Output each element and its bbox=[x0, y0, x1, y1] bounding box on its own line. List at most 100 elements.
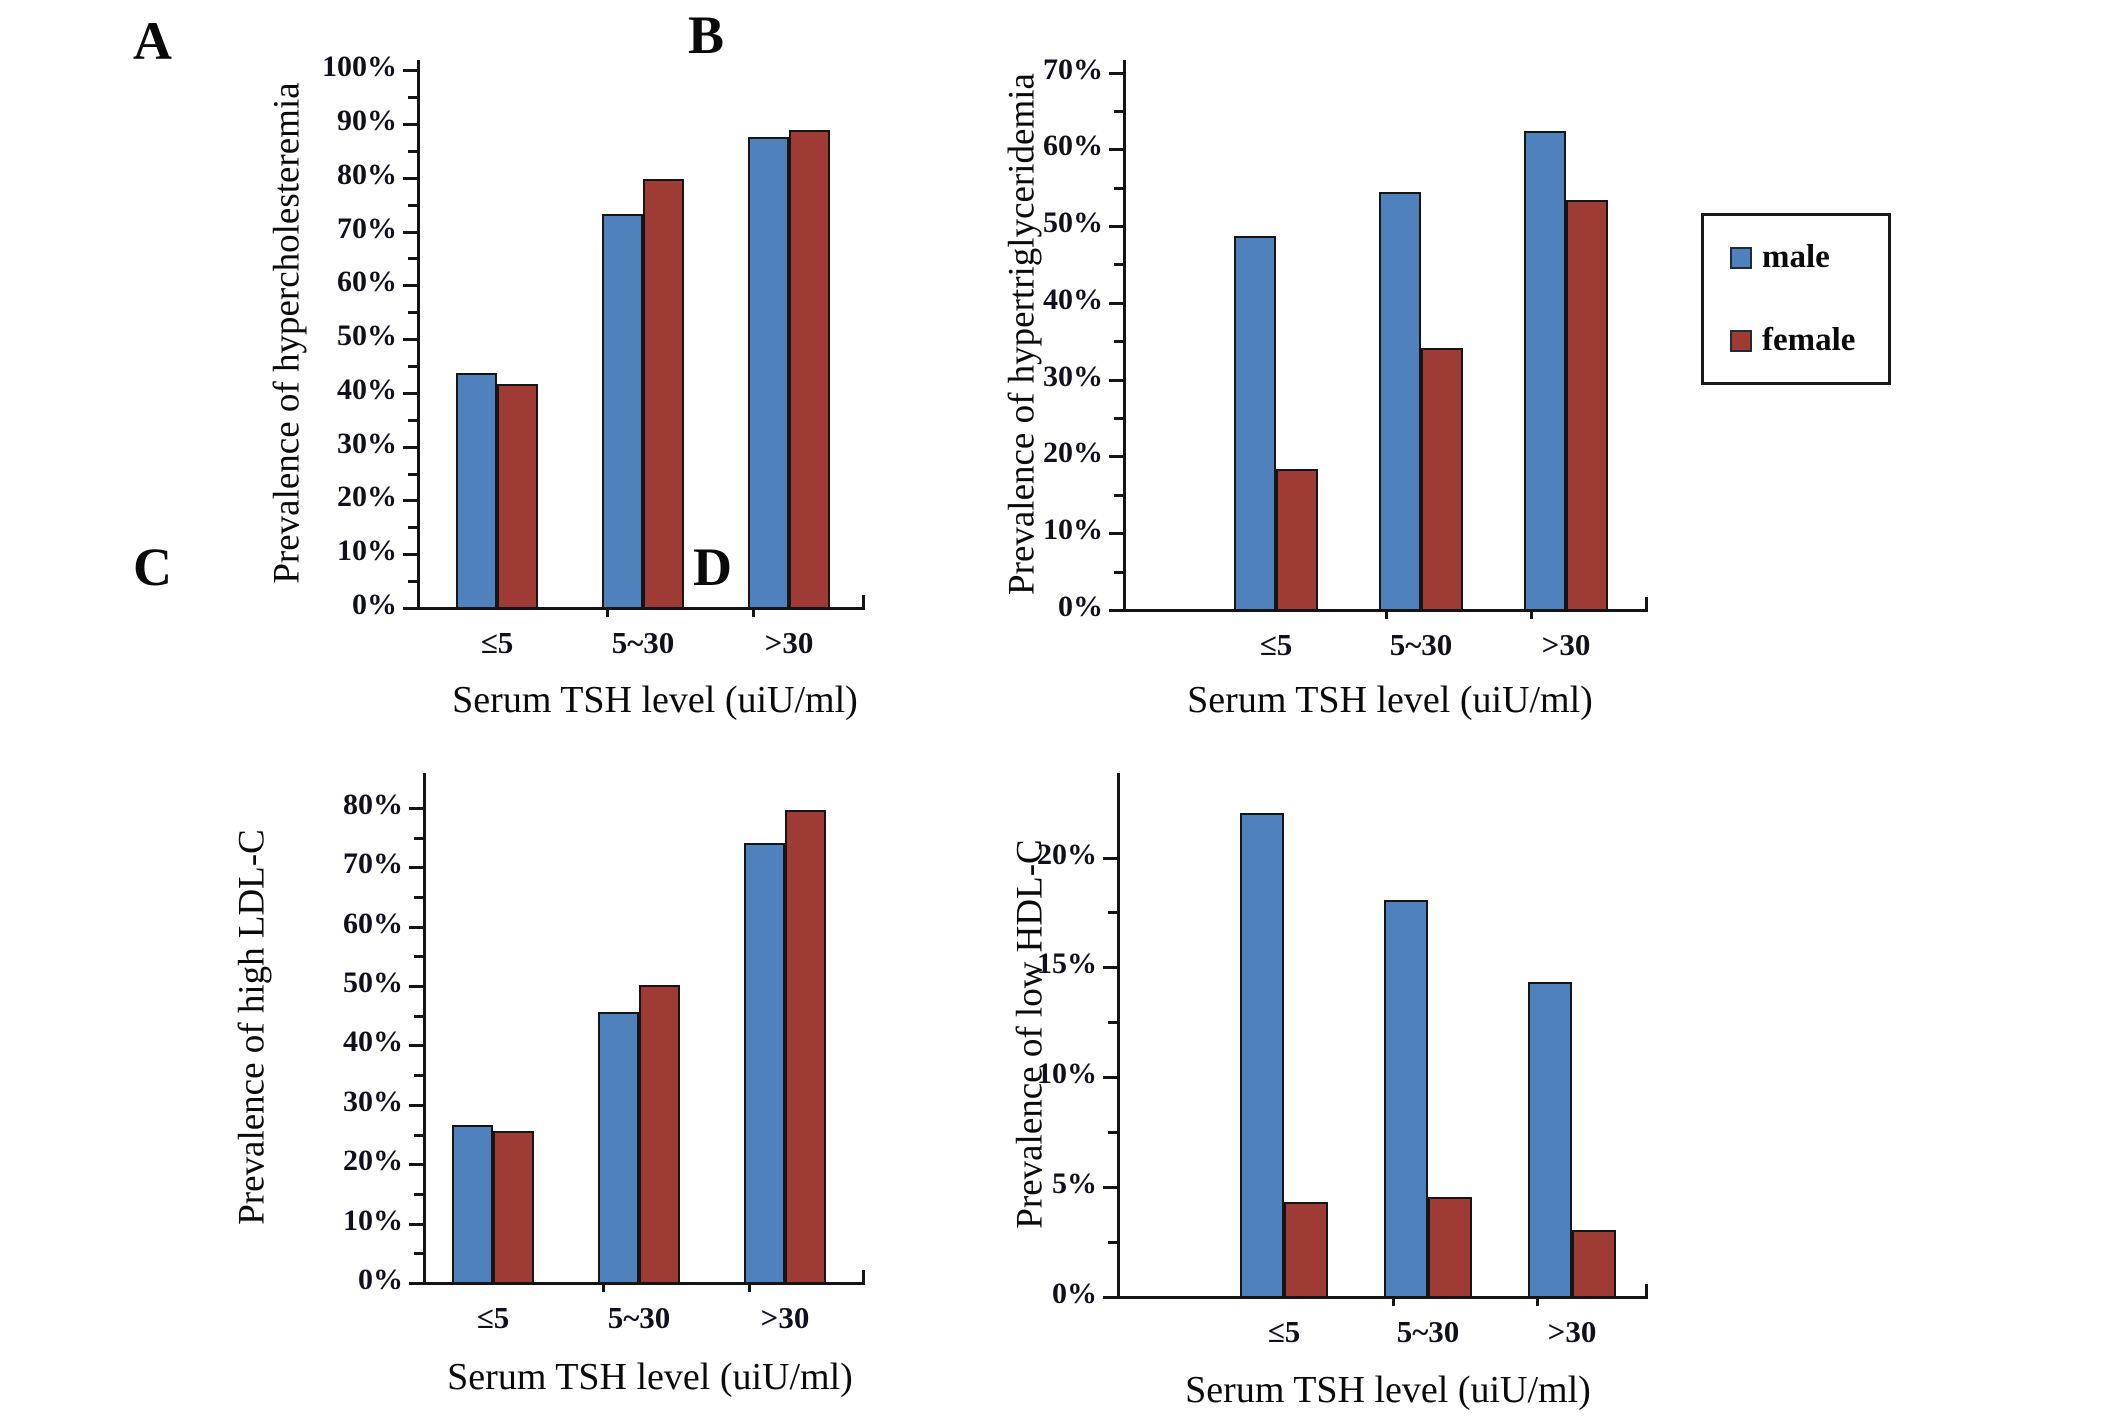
y-minor-tick-A bbox=[408, 526, 417, 530]
bar-C-male-0 bbox=[452, 1125, 493, 1284]
y-minor-tick-B bbox=[1114, 417, 1123, 421]
bar-A-female-0 bbox=[497, 383, 538, 609]
y-major-tick-C bbox=[409, 1163, 423, 1167]
y-major-tick-C bbox=[409, 866, 423, 870]
y-major-tick-A bbox=[403, 391, 417, 395]
bar-B-female-1 bbox=[1421, 347, 1463, 611]
y-major-tick-C bbox=[409, 1282, 423, 1285]
x-cat-label-D-1: 5~30 bbox=[1396, 1314, 1460, 1349]
y-tick-label-B: 0% bbox=[1058, 590, 1103, 623]
y-major-tick-A bbox=[403, 338, 417, 342]
y-minor-tick-B bbox=[1114, 109, 1123, 113]
y-minor-tick-A bbox=[408, 96, 417, 100]
x-axis-title-c: Serum TSH level (uiU/ml) bbox=[447, 1356, 853, 1398]
y-minor-tick-B bbox=[1114, 263, 1123, 267]
x-axis-title-a: Serum TSH level (uiU/ml) bbox=[452, 679, 858, 721]
y-minor-tick-A bbox=[408, 472, 417, 476]
y-tick-label-C: 0% bbox=[358, 1263, 403, 1296]
x-cat-label-A-1: 5~30 bbox=[611, 625, 675, 660]
y-tick-label-B: 50% bbox=[1043, 206, 1103, 240]
y-major-tick-A bbox=[403, 176, 417, 180]
bar-B-male-0 bbox=[1234, 235, 1276, 611]
legend-item-female: female bbox=[1730, 324, 1888, 357]
y-minor-tick-D bbox=[1108, 911, 1117, 915]
y-major-tick-A bbox=[403, 499, 417, 503]
y-tick-label-D: 0% bbox=[1052, 1277, 1097, 1310]
y-minor-tick-C bbox=[414, 1192, 423, 1196]
x-end-tick-B bbox=[1645, 597, 1648, 611]
y-major-tick-D bbox=[1103, 1076, 1117, 1080]
y-major-tick-A bbox=[403, 553, 417, 557]
y-tick-label-B: 40% bbox=[1043, 282, 1103, 316]
y-minor-tick-D bbox=[1108, 1021, 1117, 1025]
y-tick-label-A: 70% bbox=[337, 211, 397, 245]
y-tick-label-A: 80% bbox=[337, 157, 397, 191]
y-major-tick-B bbox=[1109, 71, 1123, 75]
panel-letter-c: C bbox=[133, 537, 172, 597]
y-tick-label-C: 40% bbox=[343, 1025, 403, 1059]
panel-letter-d: D bbox=[693, 537, 732, 597]
bar-D-male-2 bbox=[1528, 981, 1572, 1298]
y-major-tick-D bbox=[1103, 856, 1117, 860]
y-tick-label-B: 20% bbox=[1043, 436, 1103, 470]
x-axis-title-b: Serum TSH level (uiU/ml) bbox=[1187, 679, 1593, 721]
y-minor-tick-A bbox=[408, 311, 417, 315]
y-minor-tick-C bbox=[414, 1014, 423, 1018]
y-major-tick-B bbox=[1109, 148, 1123, 152]
bar-B-female-2 bbox=[1566, 199, 1608, 611]
y-major-tick-B bbox=[1109, 532, 1123, 536]
y-minor-tick-A bbox=[408, 203, 417, 207]
y-tick-label-D: 10% bbox=[1037, 1057, 1097, 1091]
y-tick-label-C: 20% bbox=[343, 1144, 403, 1178]
y-minor-tick-C bbox=[414, 955, 423, 959]
y-tick-label-A: 40% bbox=[337, 372, 397, 406]
bar-A-female-2 bbox=[789, 130, 830, 609]
y-major-tick-A bbox=[403, 69, 417, 73]
y-tick-label-B: 10% bbox=[1043, 513, 1103, 547]
y-major-tick-B bbox=[1109, 455, 1123, 459]
y-axis-title-c: Prevalence of high LDL-C bbox=[231, 829, 273, 1225]
y-tick-label-B: 60% bbox=[1043, 129, 1103, 163]
bar-A-female-1 bbox=[643, 178, 684, 609]
y-tick-label-A: 50% bbox=[337, 319, 397, 353]
x-cat-label-C-0: ≤5 bbox=[476, 1300, 510, 1335]
y-tick-label-A: 20% bbox=[337, 480, 397, 514]
bar-D-male-0 bbox=[1240, 812, 1284, 1298]
y-axis-A bbox=[417, 60, 420, 610]
y-tick-label-B: 70% bbox=[1043, 52, 1103, 86]
y-minor-tick-C bbox=[414, 1252, 423, 1256]
legend-item-male: male bbox=[1730, 241, 1888, 274]
x-cat-label-C-2: >30 bbox=[760, 1300, 810, 1335]
y-major-tick-A bbox=[403, 607, 417, 610]
bar-C-male-1 bbox=[598, 1012, 639, 1284]
y-major-tick-C bbox=[409, 1044, 423, 1048]
x-end-tick-A bbox=[862, 595, 865, 609]
y-minor-tick-B bbox=[1114, 570, 1123, 574]
y-minor-tick-C bbox=[414, 1074, 423, 1078]
y-tick-label-C: 10% bbox=[343, 1203, 403, 1237]
y-minor-tick-D bbox=[1108, 1131, 1117, 1135]
y-tick-label-D: 15% bbox=[1037, 947, 1097, 981]
x-end-tick-C bbox=[862, 1270, 865, 1284]
y-tick-label-A: 30% bbox=[337, 426, 397, 460]
y-tick-label-A: 90% bbox=[337, 103, 397, 137]
x-axis-title-d: Serum TSH level (uiU/ml) bbox=[1185, 1369, 1591, 1411]
y-major-tick-B bbox=[1109, 225, 1123, 229]
y-axis-B bbox=[1123, 60, 1126, 612]
y-minor-tick-C bbox=[414, 895, 423, 899]
y-major-tick-D bbox=[1103, 966, 1117, 970]
bar-C-female-2 bbox=[785, 809, 826, 1284]
y-major-tick-C bbox=[409, 925, 423, 929]
y-tick-label-A: 60% bbox=[337, 265, 397, 299]
y-major-tick-A bbox=[403, 122, 417, 126]
bar-C-female-0 bbox=[493, 1131, 534, 1284]
x-cat-label-B-1: 5~30 bbox=[1389, 627, 1453, 662]
bar-B-female-0 bbox=[1276, 469, 1318, 611]
y-tick-label-A: 0% bbox=[352, 588, 397, 621]
y-axis-C bbox=[423, 773, 426, 1285]
y-tick-label-B: 30% bbox=[1043, 359, 1103, 393]
y-minor-tick-C bbox=[414, 836, 423, 840]
bar-B-male-2 bbox=[1524, 131, 1566, 611]
y-major-tick-C bbox=[409, 1103, 423, 1107]
